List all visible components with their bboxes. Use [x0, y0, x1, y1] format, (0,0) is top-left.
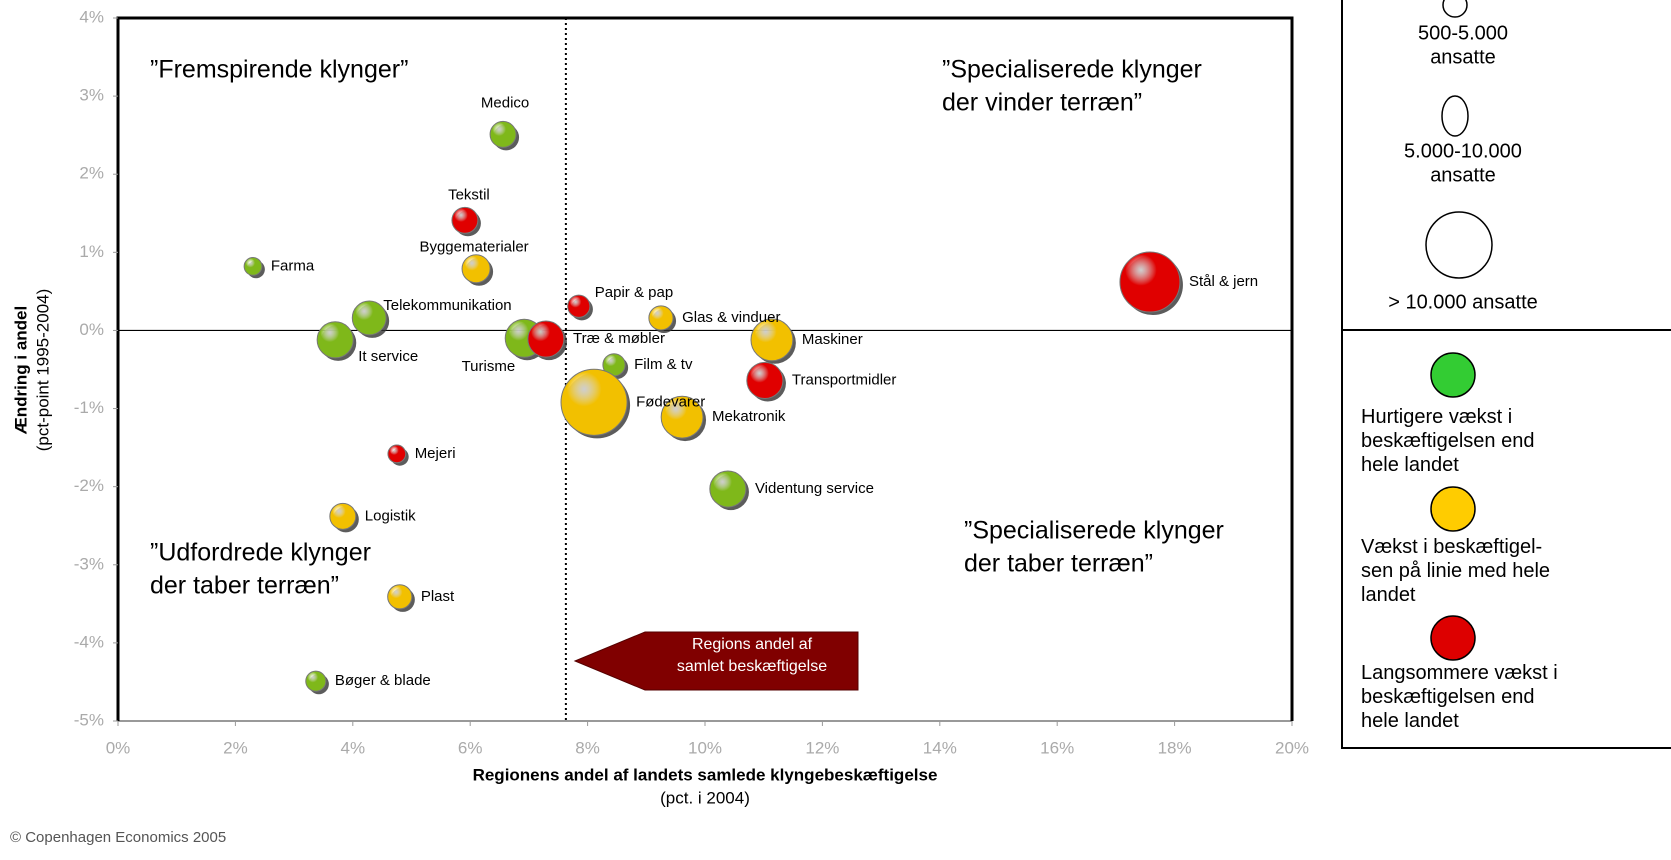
- bubble: [305, 670, 327, 692]
- bubble: [489, 120, 517, 148]
- y-tick-label: -4%: [74, 632, 104, 651]
- size-legend-label: 500-5.000: [1418, 22, 1508, 44]
- legend-entry: Vækst i beskæftigel-sen på linie med hel…: [1361, 536, 1551, 606]
- quadrant-label: ”Udfordrede klynger: [150, 539, 371, 567]
- quadrant-label: ”Specialiserede klynger: [964, 517, 1224, 545]
- size-legend-label: ansatte: [1430, 164, 1496, 186]
- size-legend-circle: [1425, 211, 1493, 279]
- bubble: [243, 257, 263, 276]
- bubble-label: Træ & møbler: [573, 330, 665, 347]
- x-tick-label: 16%: [1040, 738, 1074, 757]
- bubble: [351, 300, 387, 336]
- bubbles: [243, 120, 1183, 695]
- legend-label: Hurtigere vækst i beskæftigelsen end hel…: [1361, 406, 1535, 476]
- footer: © Copenhagen Economics 2005: [10, 829, 226, 846]
- size-legend-label: ansatte: [1430, 46, 1496, 68]
- legend-swatch: [1430, 615, 1476, 661]
- bubble-label: Glas & vinduer: [682, 309, 780, 326]
- bubble-label: Farma: [271, 257, 315, 274]
- bubble-label: Film & tv: [634, 356, 693, 373]
- bubble-label: Medico: [481, 94, 529, 111]
- quadrant-label: ”Specialiserede klynger: [942, 56, 1202, 84]
- x-tick-label: 20%: [1275, 738, 1309, 757]
- x-tick-label: 2%: [223, 738, 248, 757]
- legend-entry: Langsommere vækst i beskæftigelsen end h…: [1361, 662, 1558, 732]
- bubble: [461, 254, 491, 284]
- bubble: [750, 318, 794, 362]
- bubble: [329, 502, 357, 530]
- bubble-label: Turisme: [462, 358, 516, 375]
- bubble-label: Byggematerialer: [419, 239, 528, 256]
- bubble-label: Transportmidler: [792, 371, 896, 388]
- legend-label: Vækst i beskæftigel-sen på linie med hel…: [1361, 536, 1551, 606]
- size-legend-circle: [1442, 0, 1468, 18]
- x-tick-label: 0%: [106, 738, 131, 757]
- region-arrow: [573, 631, 859, 691]
- quadrant-label: der taber terræn”: [150, 572, 339, 600]
- bubble: [451, 206, 479, 234]
- bubble: [1119, 251, 1181, 313]
- bubble: [527, 320, 565, 358]
- region-arrow-label: samlet beskæftigelse: [677, 658, 827, 675]
- y-tick-label: -2%: [74, 476, 104, 495]
- x-tick-label: 6%: [458, 738, 483, 757]
- y-axis-title: Ændring i andel: [11, 306, 30, 434]
- bubble: [567, 294, 591, 318]
- bubble: [387, 444, 407, 464]
- bubble-label: Videntung service: [755, 480, 874, 497]
- x-tick-label: 12%: [805, 738, 839, 757]
- bubble-label: Fødevarer: [636, 393, 705, 410]
- bubble: [746, 361, 784, 399]
- region-arrow-label: Regions andel af: [692, 636, 813, 653]
- bubble-label: Mejeri: [415, 445, 456, 462]
- bubble-label: Tekstil: [448, 186, 490, 203]
- plot-frame: [116, 16, 1294, 721]
- bubble: [387, 584, 413, 610]
- y-tick-label: -1%: [74, 398, 104, 417]
- y-tick-label: 2%: [79, 164, 104, 183]
- quadrant-label: ”Fremspirende klynger”: [150, 56, 408, 84]
- legend-label: Langsommere vækst i beskæftigelsen end h…: [1361, 662, 1558, 732]
- legend-swatch: [1430, 486, 1476, 532]
- x-tick-label: 8%: [575, 738, 600, 757]
- y-tick-label: 0%: [79, 320, 104, 339]
- quadrant-label: der taber terræn”: [964, 550, 1153, 578]
- legend-swatch: [1430, 352, 1476, 398]
- bubble-label: Papir & pap: [595, 284, 673, 301]
- y-tick-label: 1%: [79, 242, 104, 261]
- legend-frame: [1341, 0, 1671, 749]
- x-tick-label: 18%: [1158, 738, 1192, 757]
- bubble-label: Mekatronik: [712, 408, 786, 425]
- bubble-label: It service: [358, 348, 418, 365]
- legend-entry: Hurtigere vækst i beskæftigelsen end hel…: [1361, 406, 1535, 476]
- x-tick-label: 4%: [341, 738, 366, 757]
- bubble-label: Stål & jern: [1189, 273, 1258, 290]
- y-axis-subtitle: (pct-point 1995-2004): [33, 289, 52, 452]
- y-tick-label: 4%: [79, 7, 104, 26]
- quadrant-label: der vinder terræn”: [942, 89, 1142, 117]
- size-legend-circle: [1441, 95, 1469, 137]
- size-legend-label: 5.000-10.000: [1404, 140, 1522, 162]
- x-tick-label: 14%: [923, 738, 957, 757]
- bubble: [709, 470, 747, 508]
- x-axis-title: Regionens andel af landets samlede klyng…: [473, 765, 938, 784]
- x-axis-subtitle: (pct. i 2004): [660, 788, 750, 807]
- bubble-label: Bøger & blade: [335, 672, 431, 689]
- bubble: [316, 321, 354, 359]
- bubble-label: Logistik: [365, 507, 416, 524]
- bubble: [648, 305, 674, 331]
- y-tick-label: -3%: [74, 554, 104, 573]
- bubble-label: Maskiner: [802, 331, 863, 348]
- bubble: [660, 395, 704, 439]
- bubble-label: Telekommunikation: [383, 297, 511, 314]
- x-tick-label: 10%: [688, 738, 722, 757]
- bubble-label: Plast: [421, 588, 455, 605]
- bubble: [560, 368, 628, 436]
- y-tick-label: 3%: [79, 86, 104, 105]
- y-tick-label: -5%: [74, 710, 104, 729]
- size-legend-label: > 10.000 ansatte: [1388, 291, 1538, 313]
